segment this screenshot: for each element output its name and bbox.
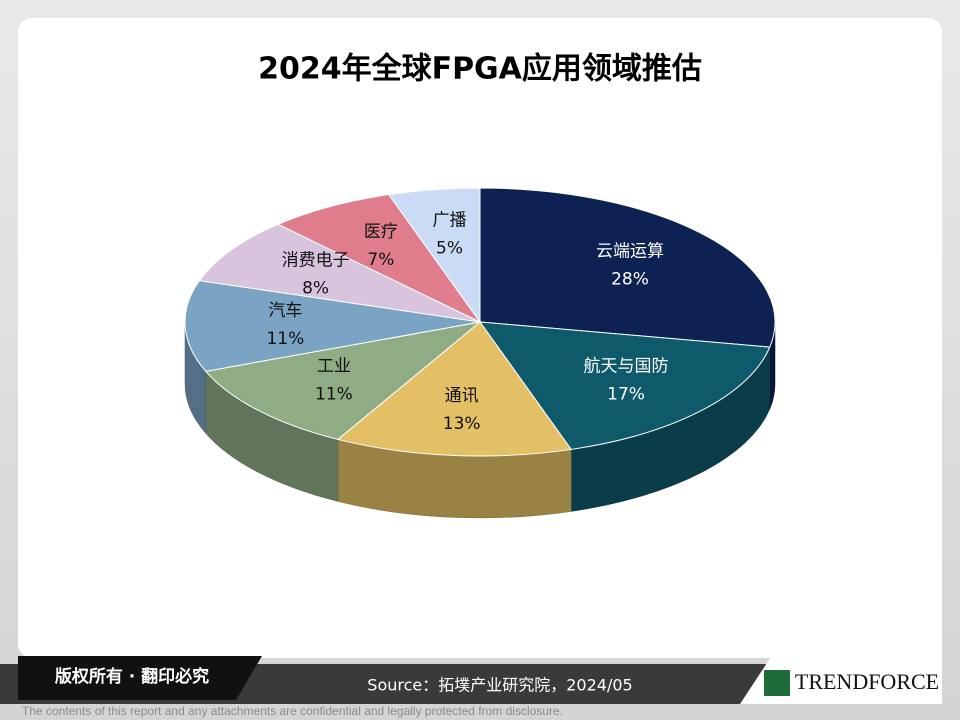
slice-category-label: 消费电子 [282,251,350,271]
slice-value-label: 13% [443,414,481,434]
chart-title: 2024年全球FPGA应用领域推估 [258,52,702,87]
rights-box [18,656,262,700]
slice [387,187,481,324]
slice-value-label: 17% [607,384,645,404]
slice-category-label: 医疗 [364,222,398,242]
slice-value-label: 11% [266,329,304,349]
slice-value-label: 28% [611,270,649,290]
slice [198,223,481,323]
slice [184,280,481,372]
slice [204,321,482,440]
rights-text: 版权所有 · 翻印必究 [55,666,209,687]
slice-category-label: 汽车 [268,301,302,321]
slice [478,321,771,450]
slice [479,187,776,348]
slice-category-label: 通讯 [445,386,479,406]
pie-tops [184,187,776,457]
logo-icon [764,670,790,696]
pie: 云端运算 28% 航天与国防 17% 通讯 13% 工业 11% 汽车 11% 消费电子 8% 医疗 7%… [184,187,776,519]
slice [276,194,481,323]
slice-value-label: 11% [315,384,353,404]
slice-category-label: 云端运算 [596,242,664,262]
slice [336,321,573,457]
logo-area [740,640,942,704]
disclaimer: The contents of this report and any atta… [22,704,563,718]
slice-value-label: 7% [367,250,394,270]
slice-category-label: 航天与国防 [584,356,669,376]
slice-value-label: 8% [302,279,329,299]
slice-category-label: 广播 [433,211,467,231]
slice-category-label: 工业 [317,356,351,376]
slice-value-label: 5% [436,239,463,259]
source-text: Source：拓墣产业研究院，2024/05 [367,676,632,695]
logo-text: TRENDFORCE [795,669,939,694]
